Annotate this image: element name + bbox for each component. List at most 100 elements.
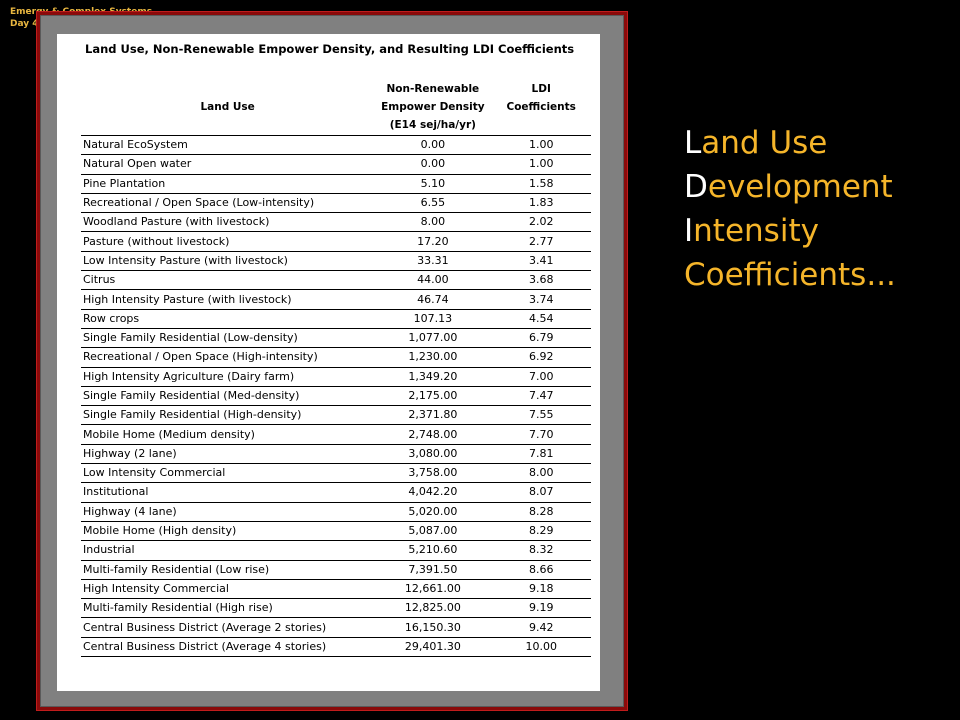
- cell-ldi-coefficient: 7.81: [528, 446, 554, 460]
- cell-ldi-coefficient: 3.74: [528, 292, 554, 306]
- cell-empower-density: 44.00: [417, 273, 449, 287]
- cell-ldi-coefficient: 4.54: [528, 311, 554, 325]
- cell-empower-density: 2,175.00: [408, 389, 458, 402]
- cell-land-use: Mobile Home (High density): [83, 524, 237, 538]
- cell-ldi-coefficient: 9.42: [528, 620, 554, 634]
- cell-empower-density: 3,758.00: [408, 466, 458, 480]
- cell-land-use: Industrial: [83, 543, 135, 557]
- cell-ldi-coefficient: 1.00: [528, 157, 554, 171]
- cell-land-use: Single Family Residential (High-density): [83, 408, 302, 422]
- heading-line: Development: [684, 165, 896, 209]
- cell-ldi-coefficient: 1.58: [528, 176, 554, 190]
- heading-initial-letter: D: [684, 169, 708, 205]
- cell-empower-density: 12,661.00: [404, 581, 461, 595]
- cell-empower-density: 12,825.00: [404, 601, 461, 615]
- cell-ldi-coefficient: 8.32: [528, 543, 554, 557]
- table-row: High Intensity Commercial 12,661.00 9.18: [81, 579, 591, 599]
- heading-line-text: Coefficients...: [684, 257, 896, 293]
- cell-land-use: Institutional: [83, 485, 149, 499]
- cell-land-use: High Intensity Pasture (with livestock): [83, 292, 292, 306]
- cell-land-use: Recreational / Open Space (Low-intensity…: [83, 196, 315, 210]
- cell-ldi-coefficient: 3.68: [528, 273, 554, 287]
- header-empower-density: Non-Renewable Empower Density (E14 sej/h…: [374, 78, 491, 136]
- header-ldi-coefficients: LDI Coefficients: [491, 78, 591, 136]
- image-frame: Land Use, Non-Renewable Empower Density,…: [36, 11, 628, 711]
- table-row: High Intensity Pasture (with livestock) 4…: [81, 290, 591, 310]
- ldi-table: Land Use Non-Renewable Empower Density (…: [81, 78, 591, 657]
- table-row: Multi-family Residential (High rise) 12,8…: [81, 599, 591, 618]
- cell-land-use: High Intensity Agriculture (Dairy farm): [83, 369, 295, 383]
- cell-empower-density: 16,150.30: [404, 620, 461, 634]
- cell-empower-density: 4,042.20: [408, 485, 458, 499]
- cell-land-use: Single Family Residential (Med-density): [83, 389, 300, 402]
- table-row: Highway (4 lane) 5,020.00 8.28: [81, 502, 591, 522]
- cell-ldi-coefficient: 7.70: [528, 427, 554, 441]
- cell-land-use: Row crops: [83, 311, 140, 325]
- table-row: Mobile Home (High density) 5,087.00 8.29: [81, 521, 591, 541]
- table-row: Citrus 44.00 3.68: [81, 271, 591, 290]
- cell-empower-density: 6.55: [420, 196, 446, 210]
- table-title: Land Use, Non-Renewable Empower Density,…: [85, 42, 575, 56]
- table-row: Mobile Home (Medium density) 2,748.00 7.70: [81, 425, 591, 445]
- slide-heading: Land Use Development Intensity Coefficients…: [684, 121, 896, 297]
- table-row: Recreational / Open Space (High-intensit…: [81, 348, 591, 368]
- header-ldi-line1: LDI: [531, 83, 551, 95]
- cell-empower-density: 5.10: [420, 176, 446, 190]
- table-row: Single Family Residential (Low-density) 1…: [81, 328, 591, 348]
- table-row: Industrial 5,210.60 8.32: [81, 541, 591, 561]
- table-image: Land Use, Non-Renewable Empower Density,…: [57, 34, 600, 691]
- cell-empower-density: 33.31: [417, 253, 449, 267]
- header-density-line3: (E14 sej/ha/yr): [389, 119, 476, 131]
- table-header-row: Land Use Non-Renewable Empower Density (…: [81, 78, 591, 136]
- cell-empower-density: 7,391.50: [408, 562, 458, 576]
- cell-land-use: Pasture (without livestock): [83, 234, 230, 248]
- cell-ldi-coefficient: 2.02: [528, 215, 554, 229]
- cell-land-use: Low Intensity Pasture (with livestock): [83, 253, 288, 267]
- table-row: Low Intensity Pasture (with livestock) 33…: [81, 251, 591, 271]
- cell-ldi-coefficient: 7.55: [528, 408, 554, 422]
- heading-initial-letter: L: [684, 125, 702, 161]
- cell-land-use: Low Intensity Commercial: [83, 466, 226, 480]
- table-row: Multi-family Residential (Low rise) 7,391…: [81, 560, 591, 580]
- cell-empower-density: 2,748.00: [408, 427, 458, 441]
- image-frame-inner: Land Use, Non-Renewable Empower Density,…: [40, 15, 624, 707]
- cell-land-use: Highway (4 lane): [83, 504, 177, 518]
- cell-ldi-coefficient: 2.77: [528, 234, 554, 248]
- cell-empower-density: 29,401.30: [404, 639, 461, 653]
- heading-line: Coefficients...: [684, 253, 896, 297]
- cell-ldi-coefficient: 6.92: [528, 350, 554, 364]
- cell-ldi-coefficient: 7.47: [528, 389, 554, 402]
- cell-land-use: Multi-family Residential (Low rise): [83, 562, 270, 576]
- cell-empower-density: 8.00: [420, 215, 446, 229]
- cell-empower-density: 3,080.00: [408, 446, 458, 460]
- cell-ldi-coefficient: 9.18: [528, 581, 554, 595]
- heading-line-text: ntensity: [693, 213, 819, 249]
- cell-ldi-coefficient: 1.00: [528, 138, 554, 152]
- table-row: Central Business District (Average 2 sto…: [81, 618, 591, 638]
- heading-line: Land Use: [684, 121, 896, 165]
- cell-ldi-coefficient: 9.19: [528, 601, 554, 615]
- table-body: Natural EcoSystem 0.00 1.00 Natural Open wa…: [81, 136, 591, 657]
- corner-label-line2: Day 4: [10, 19, 39, 29]
- cell-land-use: High Intensity Commercial: [83, 581, 229, 595]
- heading-initial-letter: I: [684, 213, 694, 249]
- table-row: Highway (2 lane) 3,080.00 7.81: [81, 444, 591, 464]
- table-row: Woodland Pasture (with livestock) 8.00 2.0…: [81, 213, 591, 232]
- cell-land-use: Single Family Residential (Low-density): [83, 331, 298, 345]
- cell-empower-density: 5,020.00: [408, 504, 458, 518]
- cell-empower-density: 1,077.00: [408, 331, 458, 345]
- cell-empower-density: 1,230.00: [408, 350, 458, 364]
- cell-land-use: Central Business District (Average 2 sto…: [83, 620, 327, 634]
- cell-land-use: Multi-family Residential (High rise): [83, 601, 273, 615]
- table-row: Central Business District (Average 4 sto…: [81, 637, 591, 657]
- table-row: Pine Plantation 5.10 1.58: [81, 174, 591, 194]
- cell-empower-density: 0.00: [420, 138, 446, 152]
- cell-land-use: Mobile Home (Medium density): [83, 427, 255, 441]
- cell-empower-density: 17.20: [417, 234, 449, 248]
- table-row: Institutional 4,042.20 8.07: [81, 483, 591, 503]
- cell-ldi-coefficient: 8.66: [528, 562, 554, 576]
- heading-line: Intensity: [684, 209, 896, 253]
- header-density-line1: Non-Renewable: [386, 83, 480, 95]
- cell-ldi-coefficient: 8.07: [528, 485, 554, 499]
- cell-ldi-coefficient: 7.00: [528, 369, 554, 383]
